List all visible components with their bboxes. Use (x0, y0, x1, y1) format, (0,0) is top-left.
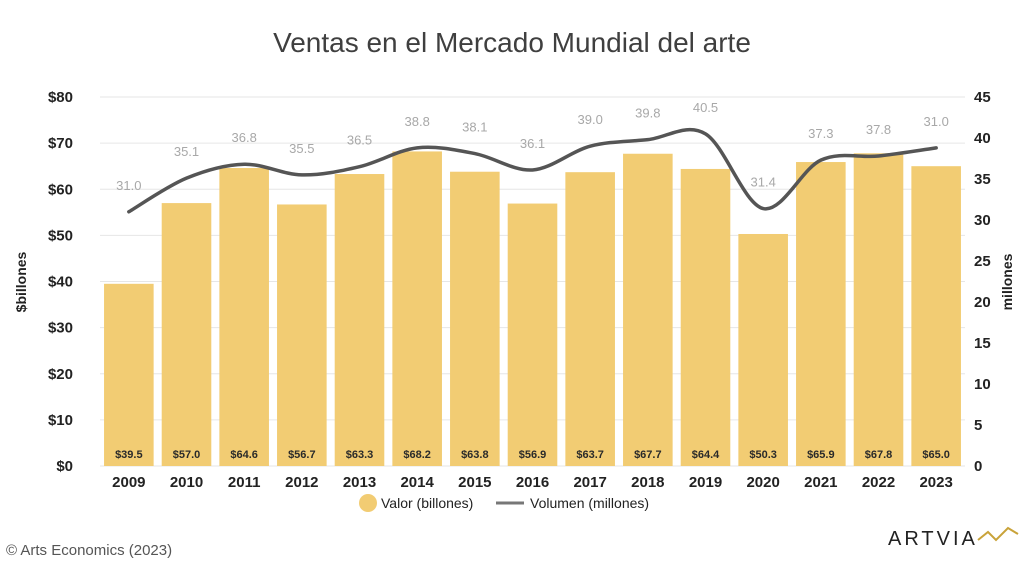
bar-value-label: $64.6 (230, 449, 258, 461)
bar (680, 168, 731, 466)
x-tick-label: 2022 (862, 474, 895, 491)
line-data-labels: 31.0 35.1 36.8 35.5 36.5 38.8 38.1 36.1 39.0 39.8… (116, 100, 949, 193)
right-tick-label: 20 (974, 294, 991, 311)
legend-bar-label: Valor (billones) (381, 495, 473, 511)
bar (334, 174, 385, 466)
legend-line-label: Volumen (millones) (530, 495, 649, 511)
x-tick-label: 2015 (458, 474, 491, 491)
line-series (127, 128, 938, 214)
bar-value-label: $63.8 (461, 449, 489, 461)
left-axis-ticks: $0 $10 $20 $30 $40 $50 $60 $70 $80 (48, 89, 73, 475)
volume-line (127, 128, 938, 214)
bar-value-label: $68.2 (403, 449, 431, 461)
bar (853, 153, 904, 466)
x-tick-label: 2020 (746, 474, 779, 491)
left-tick-label: $0 (56, 458, 73, 475)
line-value-label: 35.1 (174, 144, 199, 159)
right-tick-label: 30 (974, 212, 991, 229)
bar-data-labels: $39.5 $57.0 $64.6 $56.7 $63.3 $68.2 $63.8 $56.9… (115, 449, 950, 461)
left-tick-label: $30 (48, 320, 73, 337)
x-tick-label: 2019 (689, 474, 722, 491)
left-tick-label: $40 (48, 274, 73, 291)
left-tick-label: $80 (48, 89, 73, 106)
legend-bar-swatch (359, 494, 377, 512)
bar-value-label: $63.7 (576, 449, 604, 461)
artvia-logo: ARTVIA (888, 526, 1019, 550)
x-tick-label: 2018 (631, 474, 664, 491)
right-tick-label: 15 (974, 335, 991, 352)
right-axis-ticks: 0 5 10 15 20 25 30 35 40 45 (974, 89, 991, 475)
bar-value-label: $56.9 (519, 449, 547, 461)
bar (565, 172, 615, 466)
right-axis-label: millones (999, 253, 1015, 310)
bar (450, 171, 500, 466)
line-value-label: 38.8 (405, 114, 430, 129)
bar (161, 203, 212, 466)
bar (392, 151, 442, 467)
left-tick-label: $70 (48, 135, 73, 152)
right-tick-label: 5 (974, 417, 982, 434)
line-value-label: 35.5 (289, 141, 314, 156)
bar (911, 166, 961, 466)
x-tick-label: 2014 (400, 474, 434, 491)
x-tick-label: 2011 (228, 474, 261, 491)
bar-value-label: $56.7 (288, 449, 316, 461)
legend: Valor (billones) Volumen (millones) (359, 494, 649, 512)
x-tick-label: 2017 (573, 474, 606, 491)
left-tick-label: $10 (48, 412, 73, 429)
line-value-label: 37.3 (808, 126, 833, 141)
left-tick-label: $60 (48, 181, 73, 198)
line-value-label: 37.8 (866, 122, 891, 137)
x-tick-label: 2010 (170, 474, 203, 491)
line-value-label: 40.5 (693, 100, 718, 115)
bar (507, 203, 558, 466)
bar-value-label: $65.9 (807, 449, 835, 461)
line-value-label: 31.0 (924, 114, 949, 129)
left-axis-label: $billones (13, 251, 29, 312)
left-tick-label: $50 (48, 227, 73, 244)
line-value-label: 31.0 (116, 178, 141, 193)
line-value-label: 36.8 (232, 130, 257, 145)
chart-title: Ventas en el Mercado Mundial del arte (273, 27, 751, 58)
bar-value-label: $65.0 (922, 449, 950, 461)
bar-value-label: $57.0 (173, 449, 201, 461)
bar (738, 233, 788, 466)
x-tick-label: 2016 (516, 474, 549, 491)
left-tick-label: $20 (48, 366, 73, 383)
source-credit: © Arts Economics (2023) (6, 542, 172, 559)
right-tick-label: 35 (974, 171, 991, 188)
logo-text: ARTVIA (888, 528, 978, 550)
bar-series (104, 151, 961, 467)
line-value-label: 39.0 (578, 112, 603, 127)
right-tick-label: 10 (974, 376, 991, 393)
bar (104, 283, 154, 466)
bar-value-label: $67.7 (634, 449, 662, 461)
x-tick-label: 2021 (804, 474, 837, 491)
bar (796, 162, 846, 466)
x-tick-label: 2012 (285, 474, 318, 491)
line-value-label: 31.4 (751, 175, 776, 190)
bar (623, 153, 673, 466)
x-axis-ticks: 2009 2010 2011 2012 2013 2014 2015 2016 2017 2018… (112, 474, 953, 491)
bar (277, 204, 327, 466)
line-value-label: 36.5 (347, 133, 372, 148)
x-tick-label: 2013 (343, 474, 376, 491)
right-tick-label: 0 (974, 458, 982, 475)
right-tick-label: 45 (974, 89, 991, 106)
bar (219, 168, 269, 466)
bar-value-label: $67.8 (865, 449, 893, 461)
x-tick-label: 2023 (919, 474, 952, 491)
right-tick-label: 25 (974, 253, 991, 270)
right-tick-label: 40 (974, 130, 991, 147)
bar-value-label: $39.5 (115, 449, 143, 461)
bar-value-label: $63.3 (346, 449, 374, 461)
line-value-label: 38.1 (462, 120, 487, 135)
bar-value-label: $64.4 (692, 449, 720, 461)
x-tick-label: 2009 (112, 474, 145, 491)
line-value-label: 39.8 (635, 106, 660, 121)
line-value-label: 36.1 (520, 136, 545, 151)
bar-value-label: $50.3 (749, 449, 777, 461)
logo-mark-icon (977, 526, 1019, 542)
